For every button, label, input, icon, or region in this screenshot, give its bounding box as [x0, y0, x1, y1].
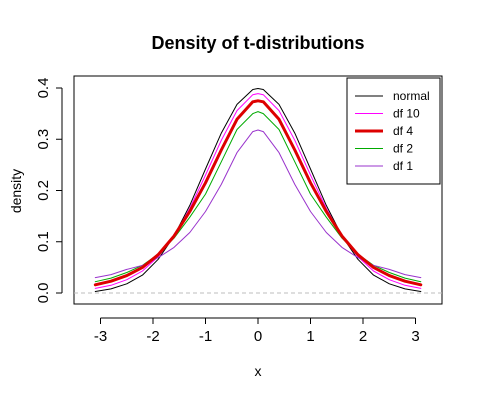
y-tick-label: 0.2: [35, 180, 52, 201]
legend-label: df 2: [393, 142, 413, 156]
series-line-normal: [94, 88, 422, 292]
y-tick-label: 0.3: [35, 129, 52, 150]
y-tick-label: 0.1: [35, 231, 52, 252]
series-layer: [93, 88, 423, 292]
x-tick-label: 1: [306, 328, 314, 345]
legend: normal df 10 df 4 df 2 df 1: [346, 77, 441, 185]
x-tick-label: -2: [146, 328, 159, 345]
x-tick-label: 3: [411, 328, 419, 345]
x-tick-label: 0: [254, 328, 262, 345]
y-axis: 0.0 0.1 0.2 0.3 0.4: [35, 78, 63, 304]
plot-frame: [73, 75, 443, 305]
x-tick-label: -1: [199, 328, 212, 345]
series-line-df-4: [93, 99, 423, 287]
y-axis-title: density: [8, 169, 24, 213]
legend-label: df 1: [393, 159, 413, 173]
x-tick-label: -3: [94, 328, 107, 345]
x-axis: -3 -2 -1 0 1 2 3: [94, 317, 420, 345]
x-axis-title: x: [255, 363, 262, 379]
series-line-df-10: [94, 93, 422, 289]
chart-title: Density of t-distributions: [152, 33, 365, 53]
x-tick-label: 2: [359, 328, 367, 345]
legend-label: df 10: [393, 107, 420, 121]
legend-label: normal: [393, 89, 430, 103]
legend-label: df 4: [393, 124, 413, 138]
y-tick-label: 0.4: [35, 78, 52, 99]
y-tick-label: 0.0: [35, 283, 52, 304]
